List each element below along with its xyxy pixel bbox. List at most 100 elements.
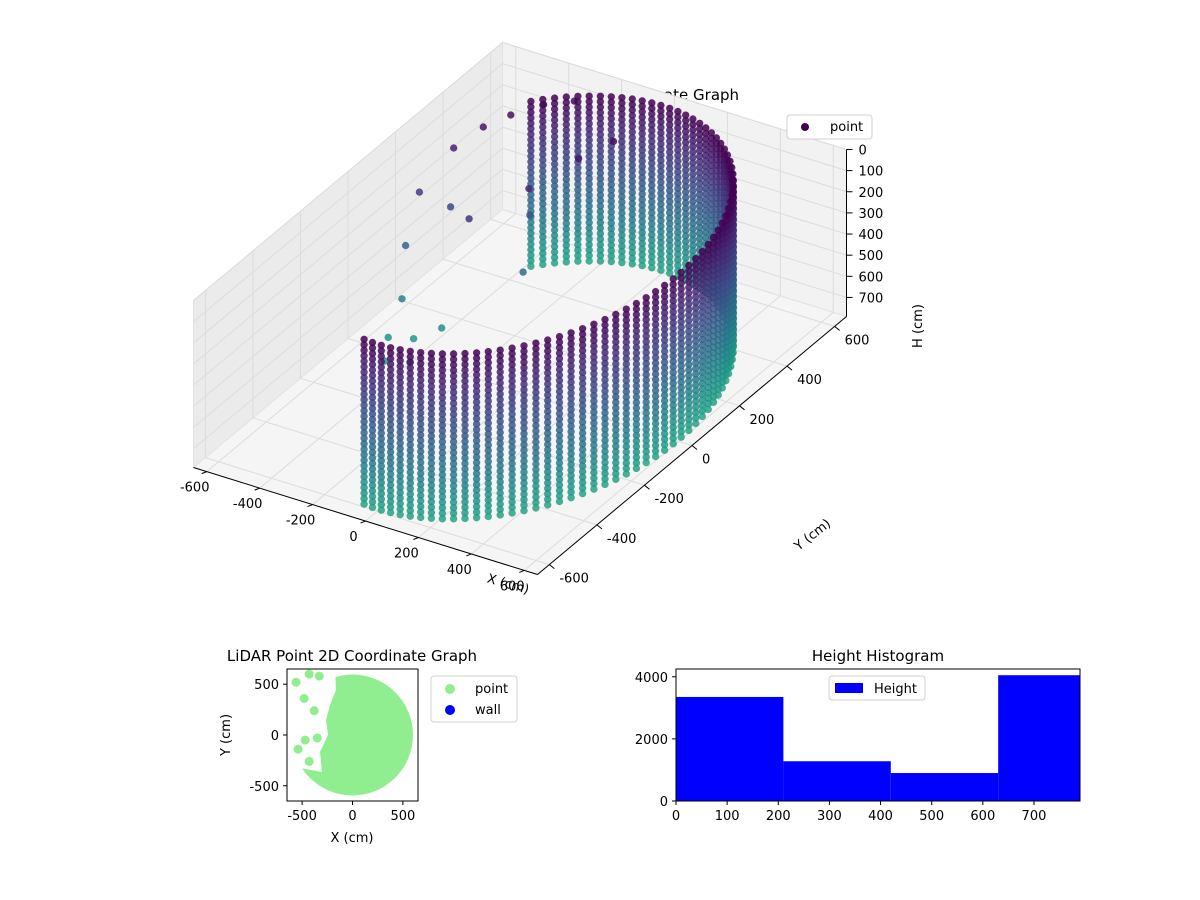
point-3d bbox=[692, 419, 700, 428]
z-tick-label: 200 bbox=[858, 186, 883, 201]
y-tick bbox=[596, 524, 603, 530]
point-3d bbox=[632, 464, 641, 473]
x-tick-label-2d: 0 bbox=[348, 809, 356, 824]
chart-2d-xlabel: X (cm) bbox=[331, 831, 374, 846]
point-3d bbox=[574, 154, 583, 163]
y-tick bbox=[691, 445, 698, 450]
x-tick-label: 0 bbox=[349, 530, 357, 545]
point-3d bbox=[612, 475, 620, 484]
y-tick bbox=[834, 326, 840, 331]
grid-z-back bbox=[502, 126, 847, 235]
point-3d bbox=[550, 259, 559, 267]
x-tick bbox=[201, 471, 207, 475]
point-3d bbox=[562, 258, 571, 266]
histogram-title: Height Histogram bbox=[812, 647, 944, 665]
grid-z-back bbox=[502, 147, 847, 256]
point-3d bbox=[669, 439, 678, 448]
point-3d bbox=[660, 446, 669, 455]
histogram: Height Histogram 0 100 200 300 400 500 600 700 0… bbox=[635, 647, 1081, 824]
legend-label-point-2d: point bbox=[475, 682, 508, 697]
x-tick-label: 400 bbox=[447, 563, 472, 578]
x-tick-label-hist: 400 bbox=[868, 809, 893, 824]
point-3d bbox=[585, 257, 594, 265]
y-tick bbox=[786, 365, 793, 371]
point-3d bbox=[607, 257, 616, 266]
point-3d bbox=[567, 493, 575, 502]
point-3d bbox=[415, 188, 424, 196]
grid-z-back bbox=[502, 168, 847, 277]
point-3d bbox=[590, 485, 598, 493]
x-tick-label-hist: 500 bbox=[919, 809, 944, 824]
grid-z-left bbox=[193, 63, 503, 323]
y-tick-label-2d: -500 bbox=[249, 780, 279, 795]
point-3d bbox=[472, 513, 481, 522]
z-tick-label: 400 bbox=[858, 228, 883, 243]
point-3d bbox=[665, 269, 674, 278]
point-3d bbox=[461, 514, 469, 523]
point-3d bbox=[698, 412, 707, 421]
point-3d bbox=[416, 513, 425, 522]
z-tick-label: 600 bbox=[858, 270, 883, 285]
chart-2d-legend: point wall bbox=[430, 675, 518, 723]
y-tick-label: -200 bbox=[654, 492, 684, 507]
grid-z-back bbox=[502, 105, 847, 214]
point-3d bbox=[601, 480, 609, 489]
point-3d bbox=[449, 144, 458, 152]
point-3d bbox=[479, 123, 488, 131]
legend-swatch-height bbox=[835, 683, 863, 693]
point-3d bbox=[506, 111, 515, 119]
y-tick-label: 600 bbox=[845, 333, 870, 348]
grid-z-left bbox=[193, 147, 503, 407]
legend-label-wall: wall bbox=[475, 703, 501, 718]
histogram-bar bbox=[998, 675, 1080, 801]
z-tick-label: 0 bbox=[858, 143, 866, 158]
y-tick-label: 200 bbox=[750, 413, 775, 428]
chart-2d: LiDAR Point 2D Coordinate Graph -500 0 500… bbox=[219, 647, 518, 846]
point-3d bbox=[398, 294, 406, 303]
point-3d bbox=[628, 260, 637, 268]
point-2d bbox=[291, 677, 301, 687]
point-3d bbox=[438, 515, 447, 523]
chart-3d-legend: point bbox=[786, 114, 873, 140]
x-tick bbox=[413, 537, 419, 540]
point-3d bbox=[642, 458, 651, 467]
z-tick-label: 300 bbox=[858, 207, 883, 222]
y-tick-label-hist: 4000 bbox=[635, 671, 668, 686]
x-tick-label: -200 bbox=[286, 514, 316, 529]
x-tick bbox=[307, 504, 313, 508]
grid-y-floor bbox=[300, 377, 645, 486]
point-3d bbox=[677, 433, 686, 442]
point-3d bbox=[527, 262, 535, 271]
chart-3d: LiDAR Point 3D Coordinate Graph -600-400… bbox=[180, 41, 926, 598]
legend-label-height: Height bbox=[874, 682, 917, 697]
point-2d bbox=[312, 733, 322, 743]
point-2d bbox=[314, 671, 324, 681]
x-tick-label: 200 bbox=[394, 546, 419, 561]
legend-label-point: point bbox=[830, 120, 863, 135]
histogram-legend: Height bbox=[828, 675, 926, 701]
point-3d bbox=[437, 324, 446, 332]
legend-marker-point bbox=[801, 123, 809, 131]
point-3d bbox=[532, 504, 540, 512]
point-3d bbox=[578, 489, 587, 498]
point-3d bbox=[427, 514, 436, 523]
point-3d bbox=[386, 508, 395, 517]
point-3d bbox=[651, 452, 660, 461]
point-2d bbox=[299, 693, 309, 703]
point-3d bbox=[574, 257, 582, 266]
y-tick-label: -400 bbox=[607, 532, 637, 547]
histogram-bar bbox=[890, 773, 999, 801]
point-3d bbox=[384, 333, 393, 342]
point-3d bbox=[519, 268, 527, 276]
point-3d bbox=[406, 512, 415, 521]
x-tick-label-hist: 0 bbox=[672, 809, 680, 824]
grid-y-floor bbox=[205, 457, 550, 566]
x-tick bbox=[466, 553, 472, 557]
point-3d bbox=[543, 501, 552, 509]
chart-3d-zlabel: H (cm) bbox=[911, 304, 926, 348]
grid-z-left bbox=[193, 168, 503, 428]
y-tick bbox=[549, 564, 555, 569]
point-2d bbox=[304, 756, 314, 766]
x-tick bbox=[254, 487, 260, 491]
